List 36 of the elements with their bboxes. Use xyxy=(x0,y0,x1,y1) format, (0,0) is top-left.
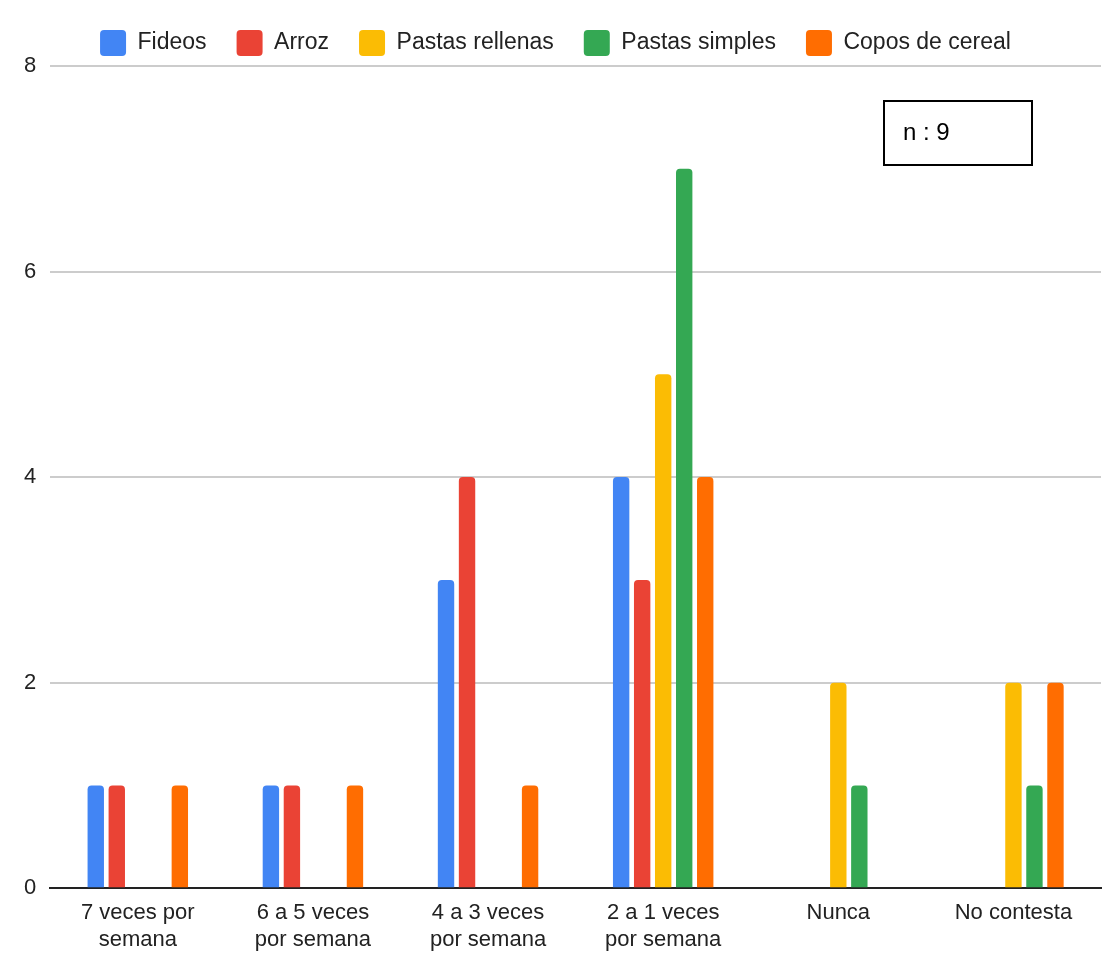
legend-label: Pastas simples xyxy=(621,28,776,55)
annotation: n : 9 xyxy=(883,100,1033,166)
bar xyxy=(633,579,651,888)
x-tick-label: 2 a 1 veces por semana xyxy=(605,899,723,951)
y-tick-label: 8 xyxy=(23,52,37,78)
legend-label: Pastas rellenas xyxy=(396,28,554,55)
bar xyxy=(1026,785,1043,888)
x-tick-label: Nunca xyxy=(806,899,871,925)
legend-label: Fideos xyxy=(137,28,207,55)
y-tick-label: 0 xyxy=(23,874,37,900)
bar xyxy=(1047,682,1064,888)
x-tick-label: No contesta xyxy=(954,899,1073,925)
legend-label: Copos de cereal xyxy=(843,28,1011,55)
y-tick-label: 6 xyxy=(23,257,37,283)
bar xyxy=(283,785,301,888)
bar xyxy=(262,785,280,888)
bar xyxy=(437,579,455,888)
y-tick-label: 4 xyxy=(23,463,37,489)
bar xyxy=(830,682,847,888)
bar xyxy=(458,477,476,888)
bar xyxy=(676,168,693,888)
bar xyxy=(654,374,672,888)
bar xyxy=(171,785,189,888)
x-tick-label: 7 veces por semana xyxy=(80,899,195,951)
legend-label: Arroz xyxy=(274,28,330,55)
x-tick-label: 6 a 5 veces por semana xyxy=(254,899,372,951)
x-tick-label: 4 a 3 veces por semana xyxy=(429,899,547,951)
bar xyxy=(697,477,714,888)
bar xyxy=(87,785,104,888)
bar xyxy=(851,785,868,888)
bar xyxy=(612,477,630,888)
y-tick-label: 2 xyxy=(23,668,37,694)
bar xyxy=(346,785,364,888)
bar xyxy=(521,785,539,888)
bar xyxy=(1005,682,1022,888)
bar xyxy=(108,785,125,888)
